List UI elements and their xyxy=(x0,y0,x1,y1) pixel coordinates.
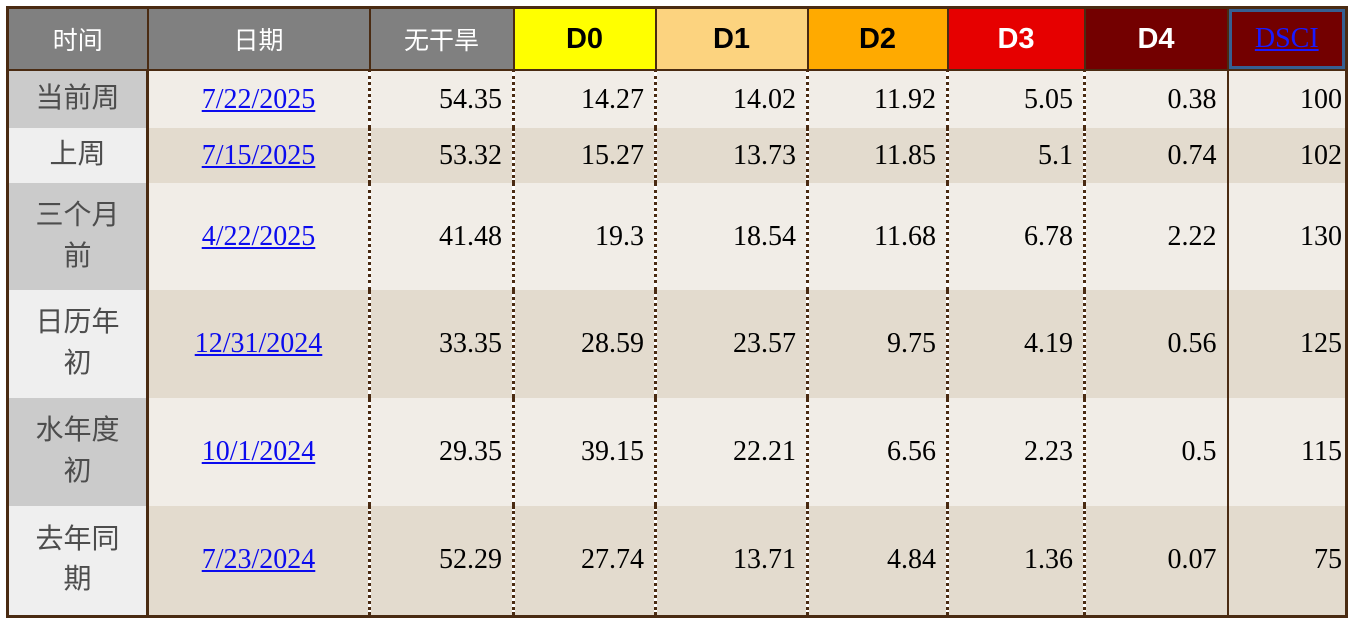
value-d3: 4.19 xyxy=(946,290,1085,398)
dsci-link[interactable]: DSCI xyxy=(1254,23,1319,54)
table-row: 日历年初 12/31/2024 33.35 28.59 23.57 9.75 4… xyxy=(7,290,1347,398)
table-row: 上周 7/15/2025 53.32 15.27 13.73 11.85 5.1… xyxy=(7,128,1347,183)
value-dsci: 102 xyxy=(1226,128,1347,183)
table-row: 三个月前 4/22/2025 41.48 19.3 18.54 11.68 6.… xyxy=(7,183,1347,290)
header-d4: D4 xyxy=(1083,6,1229,71)
header-row: 时间 日期 无干旱 D0 D1 D2 D3 D4 DSCI xyxy=(6,6,1348,71)
date-cell: 12/31/2024 xyxy=(147,290,370,398)
table-row: 水年度初 10/1/2024 29.35 39.15 22.21 6.56 2.… xyxy=(7,398,1347,506)
value-d0: 28.59 xyxy=(512,290,656,398)
period-label: 三个月前 xyxy=(7,183,149,290)
date-link[interactable]: 7/23/2024 xyxy=(201,544,316,576)
value-d2: 6.56 xyxy=(806,398,948,506)
value-d4: 0.56 xyxy=(1083,290,1228,398)
value-d3: 1.36 xyxy=(946,506,1085,616)
value-no-drought: 54.35 xyxy=(368,70,514,128)
value-d2: 4.84 xyxy=(806,506,948,616)
period-label: 水年度初 xyxy=(7,398,149,506)
value-d2: 11.68 xyxy=(806,183,948,290)
header-d1: D1 xyxy=(654,6,809,71)
date-cell: 7/23/2024 xyxy=(147,506,370,616)
header-dsci: DSCI xyxy=(1226,6,1348,71)
value-d0: 39.15 xyxy=(512,398,656,506)
date-cell: 7/22/2025 xyxy=(147,70,370,128)
value-no-drought: 29.35 xyxy=(368,398,514,506)
value-dsci: 115 xyxy=(1226,398,1347,506)
period-label: 日历年初 xyxy=(7,290,149,398)
table-row: 当前周 7/22/2025 54.35 14.27 14.02 11.92 5.… xyxy=(7,70,1347,128)
period-label: 当前周 xyxy=(7,70,149,128)
value-d1: 13.71 xyxy=(654,506,808,616)
header-no-drought: 无干旱 xyxy=(368,6,515,71)
value-d4: 2.22 xyxy=(1083,183,1228,290)
date-link[interactable]: 7/22/2025 xyxy=(201,83,316,115)
value-d3: 5.05 xyxy=(946,70,1085,128)
value-d3: 6.78 xyxy=(946,183,1085,290)
date-link[interactable]: 12/31/2024 xyxy=(194,328,323,359)
value-d2: 11.92 xyxy=(806,70,948,128)
value-no-drought: 52.29 xyxy=(368,506,514,616)
value-d1: 18.54 xyxy=(654,183,808,290)
dsci-header-box: DSCI xyxy=(1229,9,1345,69)
table-row: 去年同期 7/23/2024 52.29 27.74 13.71 4.84 1.… xyxy=(7,506,1347,616)
value-dsci: 100 xyxy=(1226,70,1347,128)
header-d2: D2 xyxy=(806,6,949,71)
value-d4: 0.74 xyxy=(1083,128,1228,183)
date-cell: 7/15/2025 xyxy=(147,128,370,183)
value-d0: 27.74 xyxy=(512,506,656,616)
header-date: 日期 xyxy=(146,6,371,71)
value-d3: 5.1 xyxy=(946,128,1085,183)
value-d1: 13.73 xyxy=(654,128,808,183)
header-d3: D3 xyxy=(946,6,1086,71)
value-d2: 11.85 xyxy=(806,128,948,183)
value-d4: 0.5 xyxy=(1083,398,1228,506)
value-d1: 23.57 xyxy=(654,290,808,398)
date-cell: 10/1/2024 xyxy=(147,398,370,506)
value-d2: 9.75 xyxy=(806,290,948,398)
header-d0: D0 xyxy=(512,6,657,71)
period-label: 去年同期 xyxy=(7,506,149,616)
value-no-drought: 41.48 xyxy=(368,183,514,290)
value-dsci: 125 xyxy=(1226,290,1347,398)
value-no-drought: 53.32 xyxy=(368,128,514,183)
value-dsci: 130 xyxy=(1226,183,1347,290)
value-no-drought: 33.35 xyxy=(368,290,514,398)
date-cell: 4/22/2025 xyxy=(147,183,370,290)
period-label: 上周 xyxy=(7,128,149,183)
date-link[interactable]: 7/15/2025 xyxy=(201,139,316,171)
value-d4: 0.38 xyxy=(1083,70,1228,128)
value-d0: 15.27 xyxy=(512,128,656,183)
value-d1: 14.02 xyxy=(654,70,808,128)
date-link[interactable]: 10/1/2024 xyxy=(201,436,316,467)
value-d3: 2.23 xyxy=(946,398,1085,506)
value-d0: 19.3 xyxy=(512,183,656,290)
value-d1: 22.21 xyxy=(654,398,808,506)
header-time: 时间 xyxy=(6,6,149,71)
date-link[interactable]: 4/22/2025 xyxy=(201,220,316,252)
value-d0: 14.27 xyxy=(512,70,656,128)
value-d4: 0.07 xyxy=(1083,506,1228,616)
drought-statistics-table: 时间 日期 无干旱 D0 D1 D2 D3 D4 DSCI xyxy=(6,6,1348,618)
value-dsci: 75 xyxy=(1226,506,1347,616)
